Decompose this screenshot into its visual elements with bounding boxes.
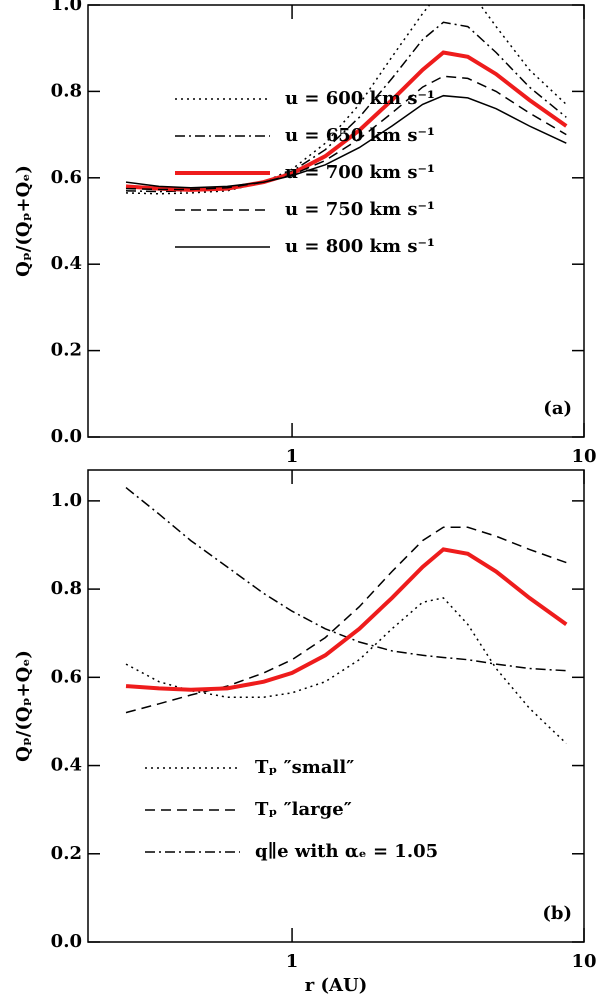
legend-label: u = 650 km s⁻¹	[285, 125, 435, 146]
legend-label: u = 700 km s⁻¹	[285, 162, 435, 183]
y-axis-label: Qₚ/(Qₚ+Qₑ)	[13, 165, 34, 277]
legend-label: u = 800 km s⁻¹	[285, 236, 435, 257]
y-tick-label: 1.0	[51, 490, 82, 511]
x-tick-label: 10	[571, 446, 596, 467]
y-tick-label: 0.4	[51, 755, 82, 776]
series-line	[125, 94, 567, 189]
x-tick-label: 10	[571, 951, 596, 972]
legend-label: u = 750 km s⁻¹	[285, 199, 435, 220]
x-tick-label: 1	[286, 446, 299, 467]
y-tick-label: 0.2	[51, 340, 82, 361]
panel: 0.0 0.2 0.4 0.6 0.8 1.0 1 10 Qₚ/(Qₚ+Qₑ) (a) u = 60…	[13, 0, 597, 467]
y-axis-label: Qₚ/(Qₚ+Qₑ)	[13, 650, 34, 762]
series-line	[125, 50, 568, 192]
series-line	[125, 547, 568, 692]
y-tick-label: 0.6	[51, 167, 82, 188]
y-tick-label: 1.0	[51, 0, 82, 15]
x-tick-label: 1	[286, 951, 299, 972]
y-tick-label: 0.6	[51, 666, 82, 687]
annotation: (a)	[543, 398, 572, 419]
y-tick-label: 0.4	[51, 253, 82, 274]
plot-frame	[87, 4, 585, 438]
annotation: (b)	[542, 903, 572, 924]
y-tick-label: 0.8	[51, 578, 82, 599]
legend-label: u = 600 km s⁻¹	[285, 88, 435, 109]
panel: 0.0 0.2 0.4 0.6 0.8 1.0 1 10 Qₚ/(Qₚ+Qₑ) r (AU) (b)…	[13, 469, 597, 996]
series-line	[125, 597, 567, 745]
y-tick-label: 0.0	[51, 426, 82, 447]
series-line	[125, 75, 567, 191]
series-line	[125, 526, 567, 714]
x-axis-label: r (AU)	[305, 975, 367, 996]
lines	[125, 5, 568, 195]
series-line	[125, 487, 567, 672]
lines	[125, 487, 568, 745]
plot-frame	[87, 469, 585, 943]
legend-label: Tₚ ″large″	[255, 799, 352, 820]
y-tick-label: 0.2	[51, 843, 82, 864]
legend-label: q∥e with αₑ = 1.05	[255, 841, 438, 862]
y-tick-label: 0.8	[51, 80, 82, 101]
legend-label: Tₚ ″small″	[255, 757, 354, 778]
series-line	[125, 21, 567, 193]
y-tick-label: 0.0	[51, 931, 82, 952]
